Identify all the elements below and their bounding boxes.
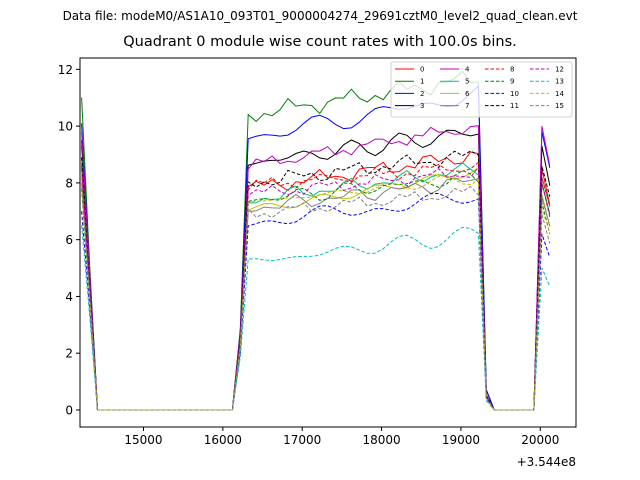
series-line-15 — [81, 185, 551, 411]
y-tick-label: 4 — [65, 290, 73, 304]
x-tick-label: 18000 — [362, 433, 400, 447]
axes-frame — [79, 57, 577, 428]
x-tick-label: 19000 — [442, 433, 480, 447]
legend-label-0: 0 — [420, 66, 424, 74]
legend-label-3: 3 — [420, 102, 424, 110]
y-tick-label: 12 — [58, 63, 73, 77]
x-tick-label: 16000 — [204, 433, 242, 447]
legend-label-12: 12 — [555, 66, 564, 74]
series-line-4 — [81, 125, 551, 411]
legend-label-11: 11 — [510, 102, 519, 110]
x-tick-label: 17000 — [283, 433, 321, 447]
legend-box — [390, 61, 573, 118]
legend-label-10: 10 — [510, 90, 519, 98]
x-tick-label: 20000 — [521, 433, 559, 447]
legend-label-7: 7 — [465, 102, 469, 110]
legend-label-9: 9 — [510, 78, 514, 86]
y-tick-label: 0 — [65, 403, 73, 417]
legend-label-14: 14 — [555, 90, 564, 98]
series-line-14 — [81, 175, 551, 411]
y-tick-label: 6 — [65, 233, 73, 247]
series-line-8 — [81, 161, 551, 411]
series-line-13 — [81, 225, 551, 411]
y-tick-label: 2 — [65, 347, 73, 361]
legend-label-4: 4 — [465, 66, 470, 74]
legend-label-6: 6 — [465, 90, 470, 98]
figure-suptitle: Data file: modeM0/AS1A10_093T01_90000042… — [62, 9, 578, 23]
chart-title: Quadrant 0 module wise count rates with … — [123, 34, 517, 50]
y-tick-label: 10 — [58, 120, 73, 134]
x-tick-label: 15000 — [124, 433, 162, 447]
x-offset-label: +3.544e8 — [517, 455, 576, 469]
legend-label-5: 5 — [465, 78, 469, 86]
legend-label-8: 8 — [510, 66, 514, 74]
series-line-9 — [81, 169, 551, 411]
legend-label-1: 1 — [420, 78, 424, 86]
y-tick-label: 8 — [65, 176, 73, 190]
legend-label-15: 15 — [555, 102, 564, 110]
legend-label-13: 13 — [555, 78, 564, 86]
legend-label-2: 2 — [420, 90, 424, 98]
